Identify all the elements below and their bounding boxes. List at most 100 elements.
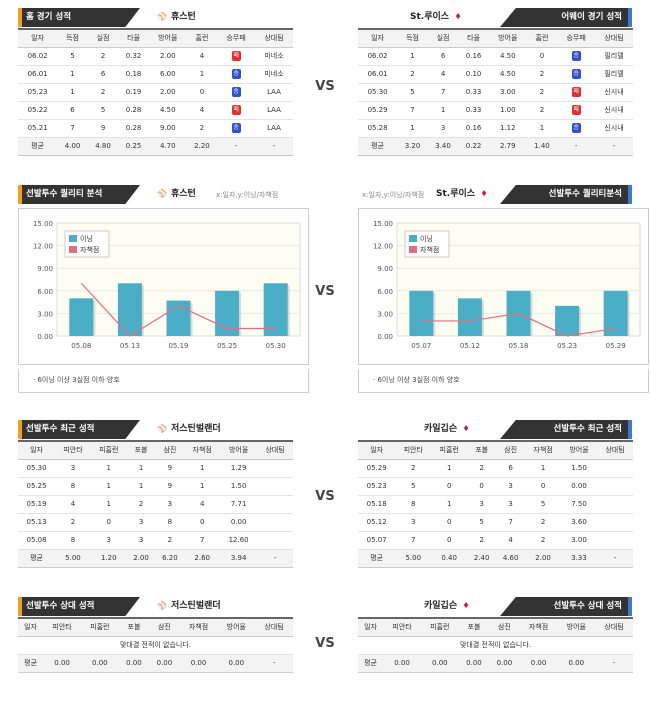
- column-header: 포볼: [467, 440, 497, 460]
- table-row: 05.12 3 0 5 7 2 3.60: [358, 513, 633, 532]
- average-row: 평균 3.20 3.40 0.22 2.79 1.40- -: [358, 137, 633, 156]
- header-accent: [628, 420, 632, 439]
- table-cell: [596, 477, 633, 496]
- column-header: 상대팀: [595, 617, 633, 637]
- table-cell: 12.60: [220, 531, 258, 550]
- table-cell: 4.50: [488, 47, 527, 66]
- result-badge: 승: [231, 123, 241, 133]
- column-header: 삼진: [149, 617, 180, 637]
- table-cell: 1: [90, 477, 127, 496]
- average-cell: 0.40: [431, 549, 468, 568]
- column-header: 승무패: [217, 28, 256, 48]
- average-cell: 0.00: [420, 654, 459, 673]
- table-cell: 2: [155, 531, 185, 550]
- result-badge: 승: [571, 69, 581, 79]
- column-header: 상대팀: [255, 28, 293, 48]
- table-row: 05.30 3 1 1 9 1 1.29: [18, 459, 293, 478]
- table-row: 06.01 2 4 0.10 4.50 2 승 필리델: [358, 65, 633, 84]
- average-cell: 0.00: [489, 654, 520, 673]
- column-header: 삼진: [489, 617, 520, 637]
- result-badge: 패: [231, 51, 241, 61]
- table-cell: 0.10: [458, 65, 489, 84]
- column-header: 포볼: [126, 440, 156, 460]
- average-cell: -: [255, 137, 293, 156]
- astros-logo-icon: ⚾: [157, 12, 167, 21]
- table-row: 06.02 5 2 0.32 2.00 4 패 미네소: [18, 47, 293, 66]
- average-row: 평균 5.00 1.20 2.00 6.20 2.60 3.94-: [18, 549, 293, 568]
- table-cell: 2: [55, 513, 91, 532]
- table-cell: 0.16: [458, 47, 489, 66]
- table-cell: 8: [395, 495, 432, 514]
- average-cell: 6.20: [155, 549, 185, 568]
- table-cell: 3: [90, 531, 127, 550]
- pitcher-recent-header-right: 카일깁슨 ♦ 선발투수 최근 성적: [340, 420, 632, 439]
- cardinals-logo-icon: ♦: [480, 189, 488, 198]
- table-row: 06.02 1 6 0.16 4.50 0 승 필리델: [358, 47, 633, 66]
- table-cell: 2: [395, 459, 432, 478]
- average-cell: 0.00: [458, 654, 490, 673]
- average-cell: -: [257, 549, 293, 568]
- result-cell: 승: [217, 65, 256, 84]
- table-cell: 4: [186, 47, 218, 66]
- pitcher-recent-title-left: 선발투수 최근 성적: [18, 420, 140, 439]
- average-row: 평균 4.00 4.80 0.25 4.70 2.20- -: [18, 137, 293, 156]
- astros-logo-icon: ⚾: [157, 424, 167, 433]
- table-cell: 3: [427, 119, 459, 138]
- legend-swatch-earned-runs: [409, 246, 417, 253]
- section-pitcher-vs: 선발투수 상대 성적 ⚾ 저스틴벌랜더 카일깁슨 ♦ 선발투수 상대 성적 일자 피안…: [0, 597, 650, 697]
- pitcher-vs-title-left: 선발투수 상대 성적: [18, 597, 140, 616]
- column-header: 상대팀: [257, 440, 293, 460]
- quality-chart-left: 0.00 3.00 6.00 9.00 12.00 15.00 05.08 05.13 05.1…: [18, 208, 309, 365]
- result-badge: 패: [571, 105, 581, 115]
- pitcher-name-gibson: 카일깁슨 ♦: [424, 600, 475, 613]
- table-cell: 0.33: [458, 101, 489, 120]
- column-header: 피안타: [43, 617, 81, 637]
- pitcher-vs-table-left: 일자 피안타 피홈런 포볼 삼진 자책점 방어율 상대팀 맞대결 전적이 없습니다. 평균 0.00…: [18, 617, 293, 673]
- average-row: 평균 5.00 0.40 2.40 4.60 2.00 3.33-: [358, 549, 633, 568]
- table-cell: 05.28: [358, 119, 398, 138]
- table-cell: 7: [395, 531, 432, 550]
- header-accent: [628, 597, 632, 616]
- pitcher-label: 카일깁슨: [424, 601, 458, 611]
- section-pitcher-recent: 선발투수 최근 성적 ⚾ 저스틴벌랜더 카일깁슨 ♦ 선발투수 최근 성적 일자 피안…: [0, 420, 650, 580]
- column-header: 일자: [358, 617, 384, 637]
- legend-label-earned-runs: 자책점: [80, 245, 99, 254]
- table-cell: 1: [431, 495, 468, 514]
- x-tick-label: 05.07: [411, 342, 431, 350]
- average-cell: 2.40: [467, 549, 497, 568]
- table-cell: 4: [55, 495, 91, 514]
- average-cell: -: [595, 137, 633, 156]
- team-label: St.루이스: [410, 12, 450, 22]
- table-cell: 2: [526, 83, 558, 102]
- quality-title-left: 선발투수 퀄리티 분석: [18, 185, 140, 204]
- table-cell: 3: [155, 495, 185, 514]
- table-cell: 1: [427, 101, 459, 120]
- average-cell: 2.60: [184, 549, 221, 568]
- table-cell: 6: [427, 47, 459, 66]
- table-cell: 1: [431, 459, 468, 478]
- column-header: 방어율: [488, 28, 527, 48]
- average-cell: -: [217, 137, 256, 156]
- table-cell: 4.50: [148, 101, 187, 120]
- column-header: 피홈런: [80, 617, 119, 637]
- table-cell: 신시내: [595, 101, 633, 120]
- table-cell: 9: [155, 459, 185, 478]
- table-cell: 1: [397, 119, 428, 138]
- table-cell: 9: [87, 119, 119, 138]
- table-cell: 5: [57, 47, 88, 66]
- average-cell: 평균: [18, 654, 44, 673]
- legend-label-earned-runs: 자책점: [420, 245, 439, 254]
- table-cell: 0.28: [118, 101, 149, 120]
- table-cell: [257, 477, 293, 496]
- away-record-header: St.루이스 ♦ 어웨이 경기 성적: [340, 8, 632, 27]
- table-cell: 7: [496, 513, 526, 532]
- average-cell: 2.79: [488, 137, 527, 156]
- average-cell: 평균: [18, 549, 56, 568]
- average-cell: 4.70: [148, 137, 187, 156]
- table-cell: 6.00: [148, 65, 187, 84]
- header-accent: [18, 597, 22, 616]
- table-cell: 0.00: [220, 513, 258, 532]
- away-record-title: 어웨이 경기 성적: [500, 8, 632, 27]
- home-record-title: 홈 경기 성적: [18, 8, 140, 27]
- average-cell: 2.20: [186, 137, 218, 156]
